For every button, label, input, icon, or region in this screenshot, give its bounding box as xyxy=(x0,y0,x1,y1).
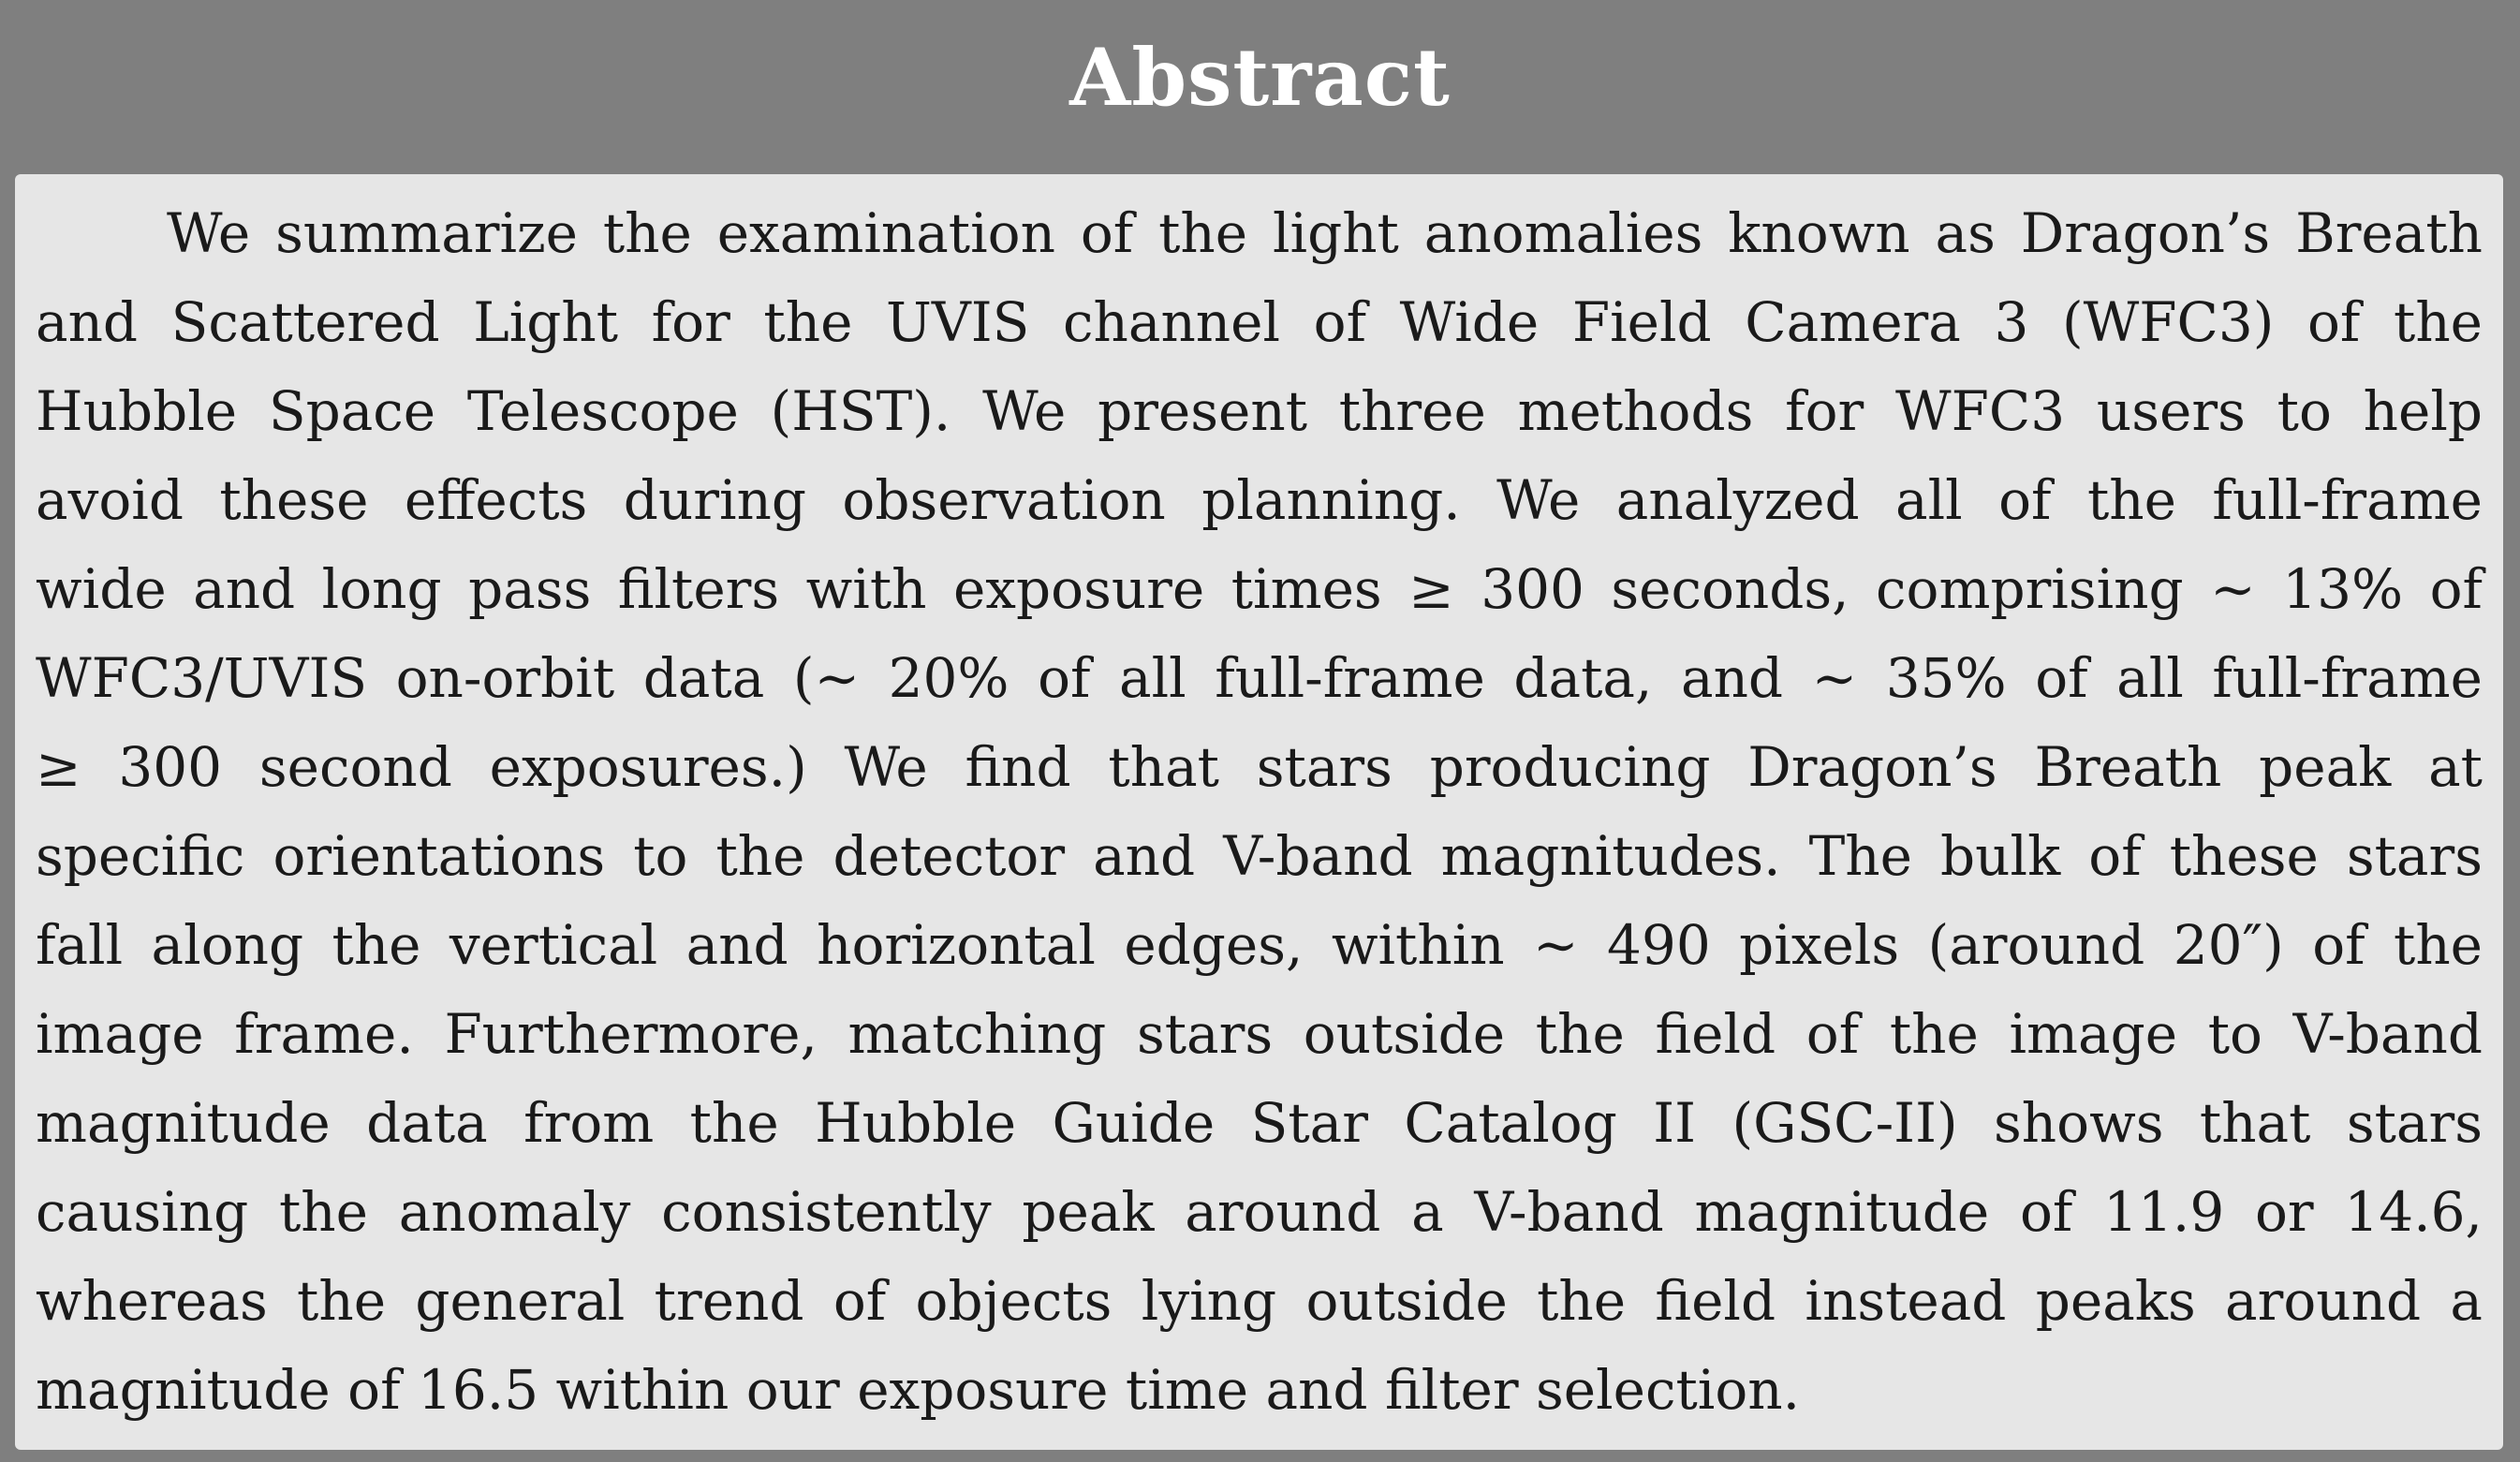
abstract-line: ≥ 300 second exposures.) We find that st… xyxy=(36,735,2483,799)
abstract-line: magnitude of 16.5 within our exposure ti… xyxy=(36,1358,1801,1422)
abstract-line: WFC3/UVIS on-orbit data (∼ 20% of all fu… xyxy=(36,646,2483,710)
abstract-line: avoid these effects during observation p… xyxy=(36,468,2483,532)
abstract-line: We summarize the examination of the ligh… xyxy=(167,201,2483,265)
abstract-body: We summarize the examination of the ligh… xyxy=(15,174,2503,1450)
abstract-line: fall along the vertical and horizontal e… xyxy=(36,913,2483,977)
abstract-line: whereas the general trend of objects lyi… xyxy=(36,1269,2483,1333)
abstract-line: specific orientations to the detector an… xyxy=(36,824,2483,888)
abstract-line: and Scattered Light for the UVIS channel… xyxy=(36,290,2483,354)
abstract-line: causing the anomaly consistently peak ar… xyxy=(36,1180,2483,1244)
abstract-heading: Abstract xyxy=(1069,31,1451,124)
abstract-line: magnitude data from the Hubble Guide Sta… xyxy=(36,1091,2483,1155)
abstract-line: wide and long pass filters with exposure… xyxy=(36,557,2483,621)
abstract-line: Hubble Space Telescope (HST). We present… xyxy=(36,379,2483,443)
abstract-line: image frame. Furthermore, matching stars… xyxy=(36,1002,2483,1066)
